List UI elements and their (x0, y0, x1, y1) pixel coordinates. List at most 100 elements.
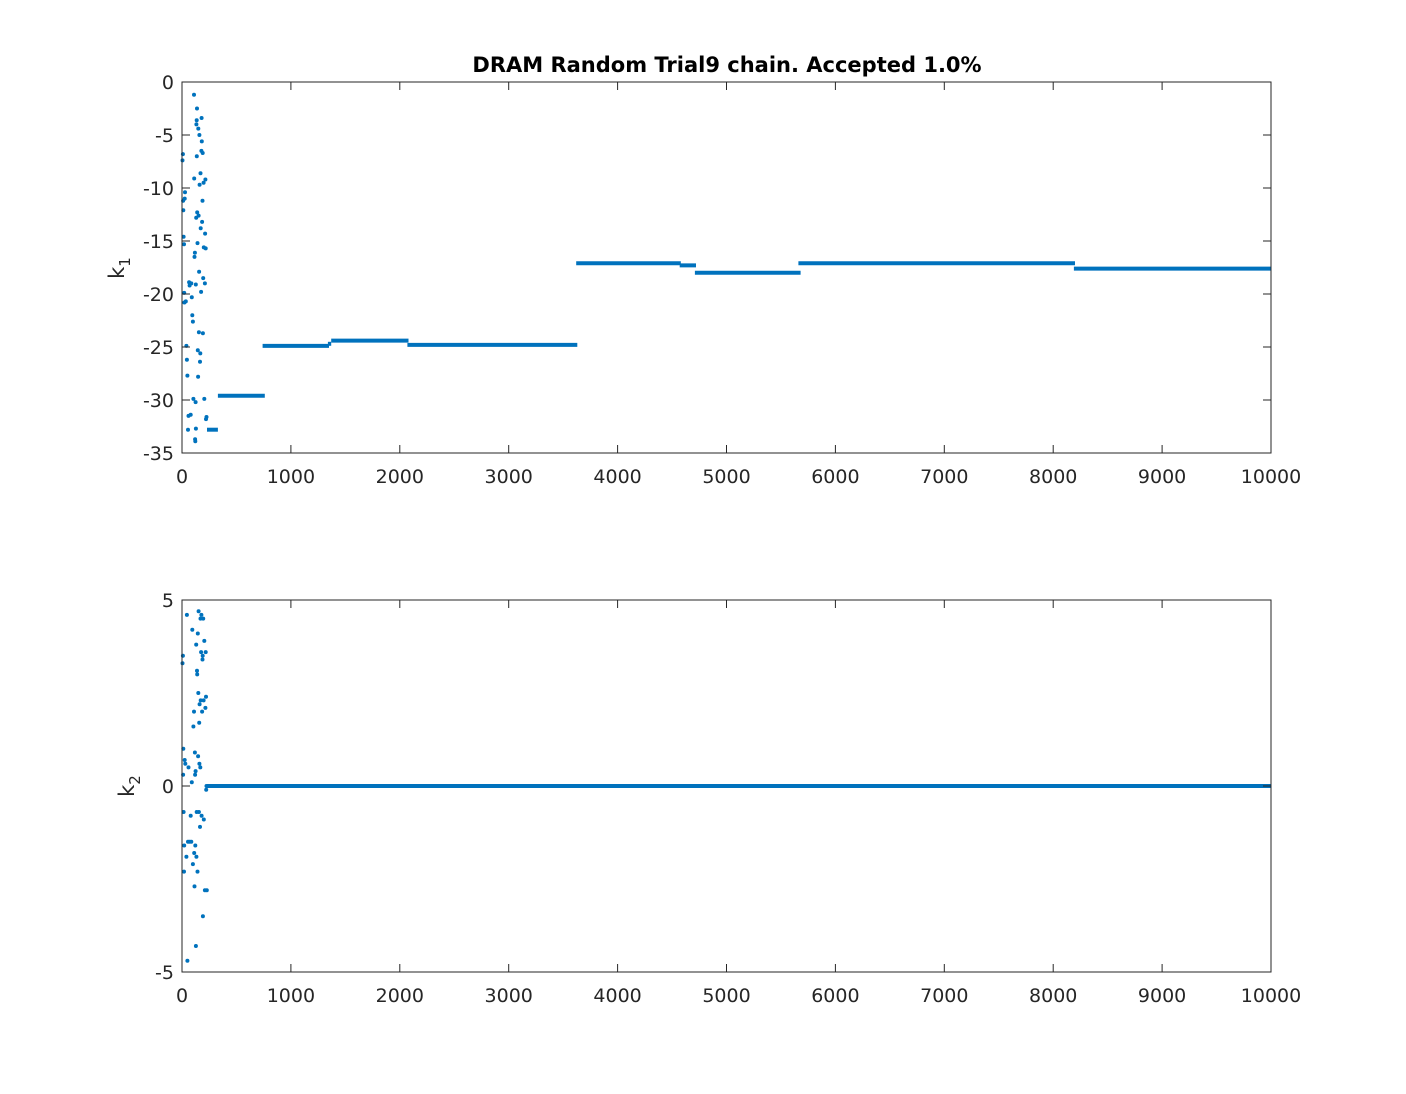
data-point (199, 139, 204, 144)
data-point (201, 616, 206, 621)
data-point (201, 180, 206, 185)
data-point (183, 299, 188, 304)
data-point (195, 210, 200, 215)
data-point (197, 761, 202, 766)
data-point (200, 653, 205, 658)
data-point (201, 276, 206, 281)
data-point (200, 331, 205, 336)
data-point (192, 254, 197, 259)
data-point (196, 374, 201, 379)
data-point (200, 657, 205, 662)
data-point (197, 702, 202, 707)
data-point (197, 720, 202, 725)
y-tick-label: -30 (143, 390, 174, 412)
data-point (202, 638, 207, 643)
data-point (202, 396, 207, 401)
data-point (196, 691, 201, 695)
data-point (193, 400, 198, 405)
x-tick-label: 1000 (267, 466, 315, 488)
data-point (199, 813, 204, 818)
data-point (190, 627, 195, 632)
data-point (204, 888, 209, 893)
x-tick-label: 4000 (593, 985, 641, 1007)
x-tick-label: 9000 (1138, 466, 1186, 488)
x-tick-label: 0 (176, 985, 188, 1007)
data-point (193, 944, 198, 948)
x-tick-label: 9000 (1138, 985, 1186, 1007)
data-point (195, 672, 200, 677)
x-tick-label: 7000 (920, 985, 968, 1007)
y-tick-label: 5 (162, 590, 174, 612)
data-point (201, 817, 206, 822)
data-point (197, 133, 202, 137)
data-point (185, 373, 190, 378)
data-point (195, 631, 200, 636)
k1-data-marks (180, 92, 1271, 444)
data-point (192, 92, 196, 97)
data-point (203, 231, 208, 236)
data-point (199, 650, 204, 655)
x-tick-label: 7000 (920, 466, 968, 488)
y-tick-label: -25 (143, 337, 174, 359)
data-point (204, 694, 208, 699)
x-tick-label: 6000 (811, 985, 859, 1007)
data-point (192, 250, 197, 255)
data-point (196, 609, 201, 614)
data-point (204, 787, 209, 792)
k2-trace-plot: 0 1000 2000 3000 4000 5000 6000 7000 8000 9000 100… (115, 590, 1301, 1007)
data-point (183, 761, 188, 766)
y-tick-label: -10 (143, 178, 174, 200)
data-point (188, 412, 193, 417)
data-point (200, 914, 205, 919)
data-point (200, 198, 205, 203)
data-point (191, 396, 196, 401)
x-tick-label: 6000 (811, 466, 859, 488)
x-tick-label: 4000 (593, 466, 641, 488)
data-point (192, 884, 197, 889)
data-point (203, 705, 208, 710)
data-point (192, 709, 196, 714)
data-point (193, 439, 198, 444)
data-point (195, 869, 200, 874)
y-tick-label: -35 (143, 443, 174, 465)
x-tick-label: 10000 (1241, 985, 1301, 1007)
data-point (181, 234, 186, 239)
data-point (202, 281, 207, 286)
x-tick-label: 1000 (267, 985, 315, 1007)
x-tick-label: 10000 (1241, 466, 1301, 488)
data-point (190, 319, 195, 324)
data-point (194, 118, 199, 123)
x-tick-label: 5000 (702, 466, 750, 488)
data-point (194, 122, 199, 127)
y-tick-label: -5 (155, 125, 174, 147)
x-tick-label: 8000 (1029, 985, 1077, 1007)
data-point (195, 668, 199, 673)
data-point (194, 642, 199, 647)
x-tick-label: 5000 (702, 985, 750, 1007)
data-point (186, 765, 191, 770)
data-point (182, 196, 187, 201)
data-point (185, 958, 190, 963)
data-point (190, 313, 195, 318)
data-point (184, 612, 189, 617)
x-tick-label: 3000 (485, 985, 533, 1007)
k1-ticks: 0 1000 2000 3000 4000 5000 6000 7000 8000 9000 100… (143, 72, 1301, 488)
chart-title: DRAM Random Trial9 chain. Accepted 1.0% (472, 53, 981, 77)
k1-axis-label: k1 (105, 257, 134, 279)
k2-axis-label: k2 (115, 775, 144, 797)
data-point (184, 357, 189, 362)
data-point (197, 269, 202, 274)
data-point (188, 813, 193, 818)
data-point (182, 758, 187, 762)
k2-axis-label-subscript: 2 (126, 775, 144, 785)
data-point (195, 106, 199, 111)
data-point (191, 724, 196, 729)
data-point (200, 151, 205, 155)
data-point (186, 427, 190, 432)
data-point (200, 219, 205, 224)
data-point (196, 213, 201, 218)
data-point (194, 154, 199, 159)
data-point (199, 612, 204, 617)
y-tick-label: 0 (162, 72, 174, 94)
